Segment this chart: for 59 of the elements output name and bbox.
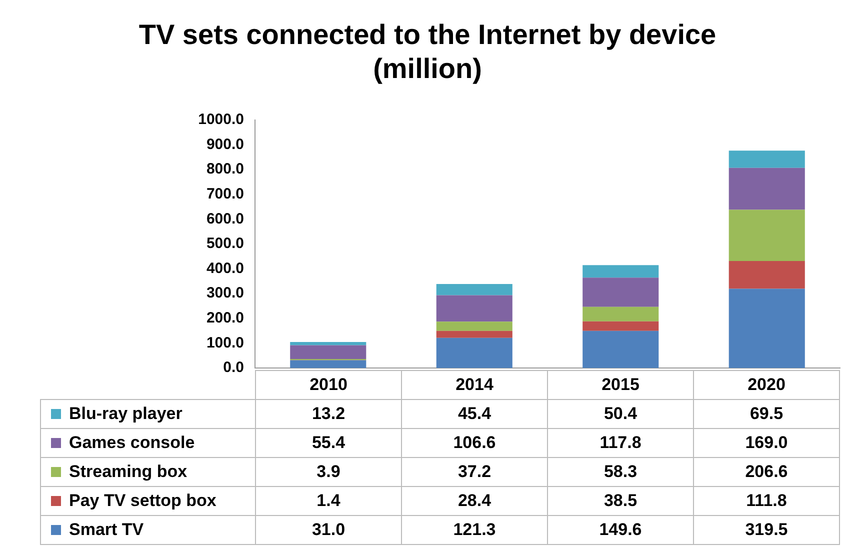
y-tick-label: 300.0 [206, 284, 244, 302]
legend-label: Smart TV [40, 516, 256, 544]
x-tick-label: 2015 [548, 370, 694, 400]
data-label: 38.5 [548, 486, 694, 516]
data-label: 50.4 [548, 400, 694, 428]
bar [582, 330, 659, 368]
y-tick-label: 200.0 [206, 310, 244, 327]
bar [436, 322, 512, 331]
x-tick-label: 2014 [402, 370, 548, 400]
legend-label: Games console [40, 428, 256, 458]
bar [290, 345, 366, 359]
legend-label: Blu-ray player [40, 400, 256, 428]
data-label: 121.3 [402, 516, 548, 544]
legend-label: Streaming box [40, 458, 256, 486]
bar [436, 330, 512, 338]
bar [582, 265, 659, 278]
data-label: 149.6 [548, 516, 694, 544]
y-tick-label: 1000.0 [198, 111, 244, 128]
x-tick-label: 2010 [256, 370, 402, 400]
bar [728, 168, 805, 210]
data-label: 58.3 [548, 458, 694, 486]
legend-label: Pay TV settop box [40, 486, 256, 516]
y-tick-label: 500.0 [206, 235, 244, 252]
bar [582, 278, 659, 307]
bar [436, 338, 512, 368]
data-label: 55.4 [256, 428, 402, 458]
data-label: 206.6 [694, 458, 840, 486]
bar [436, 284, 512, 296]
data-label: 1.4 [256, 486, 402, 516]
data-label: 31.0 [256, 516, 402, 544]
bar [582, 321, 659, 331]
data-label: 3.9 [256, 458, 402, 486]
data-label: 45.4 [402, 400, 548, 428]
data-label: 111.8 [694, 486, 840, 516]
bar [728, 210, 805, 262]
x-tick-label: 2020 [694, 370, 840, 400]
data-label: 117.8 [548, 428, 694, 458]
bar [290, 342, 366, 346]
y-tick-label: 800.0 [206, 160, 244, 178]
data-label: 106.6 [402, 428, 548, 458]
data-label: 169.0 [694, 428, 840, 458]
bar [728, 261, 805, 289]
bar [728, 150, 805, 168]
chart-title: TV sets connected to the Internet by device (million) [138, 18, 718, 86]
y-tick-label: 0.0 [223, 359, 244, 376]
bar [728, 288, 805, 368]
bar [436, 295, 512, 322]
y-tick-label: 100.0 [206, 334, 244, 352]
y-tick-label: 900.0 [206, 136, 244, 153]
data-label: 28.4 [402, 486, 548, 516]
bar [582, 306, 659, 322]
y-tick-label: 400.0 [206, 260, 244, 277]
y-tick-label: 600.0 [206, 210, 244, 228]
y-tick-label: 700.0 [206, 186, 244, 203]
data-label: 13.2 [256, 400, 402, 428]
data-label: 319.5 [694, 516, 840, 544]
data-label: 37.2 [402, 458, 548, 486]
bar [290, 360, 366, 368]
data-label: 69.5 [694, 400, 840, 428]
